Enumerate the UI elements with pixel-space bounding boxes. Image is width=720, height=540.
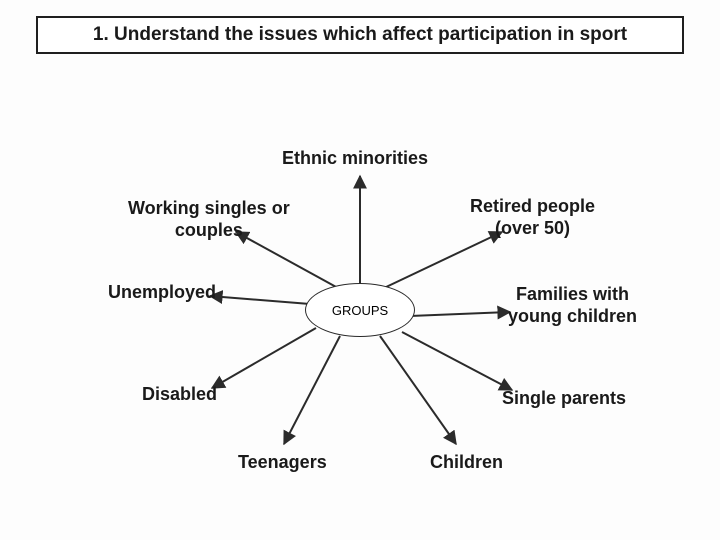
label-retired-people: Retired people(over 50) (470, 196, 595, 239)
label-ethnic-minorities: Ethnic minorities (282, 148, 428, 170)
center-label: GROUPS (332, 303, 388, 318)
label-teenagers: Teenagers (238, 452, 327, 474)
center-node-groups: GROUPS (305, 283, 415, 337)
diagram-canvas: GROUPS Ethnic minorities Working singles… (0, 0, 720, 540)
label-families: Families withyoung children (508, 284, 637, 327)
label-disabled: Disabled (142, 384, 217, 406)
label-single-parents: Single parents (502, 388, 626, 410)
label-working-singles: Working singles orcouples (128, 198, 290, 241)
arrows-layer (0, 0, 720, 540)
label-children: Children (430, 452, 503, 474)
label-unemployed: Unemployed (108, 282, 216, 304)
